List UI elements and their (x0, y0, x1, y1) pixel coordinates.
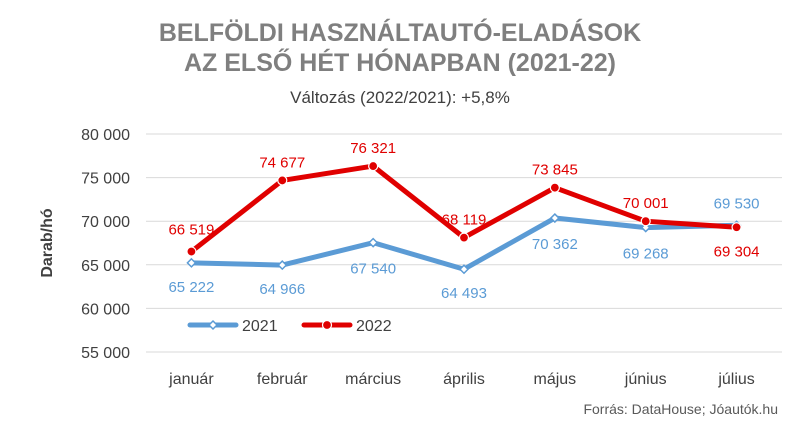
x-tick-label: július (717, 371, 754, 388)
data-point-2022 (640, 216, 651, 227)
data-point-2022 (277, 175, 288, 186)
x-tick-label: március (345, 371, 401, 388)
data-point-2021 (458, 264, 470, 275)
chart-subtitle: Változás (2022/2021): +5,8% (290, 88, 510, 107)
data-label-2021: 64 493 (441, 285, 487, 302)
x-tick-label: június (624, 371, 667, 388)
x-tick-label: május (534, 371, 577, 388)
data-label-2022: 74 677 (259, 154, 305, 171)
data-label-2022: 69 304 (714, 243, 760, 260)
y-axis-label: Darab/hó (39, 208, 56, 278)
data-point-2022 (731, 222, 742, 233)
data-label-2022: 76 321 (350, 140, 396, 157)
data-labels: 65 222 64 966 67 540 64 493 70 362 69 268 69 5… (168, 140, 759, 302)
data-label-2022: 66 519 (168, 222, 214, 239)
y-tick-label: 75 000 (81, 171, 130, 188)
x-tick-label: április (443, 371, 485, 388)
y-tick-label: 80 000 (81, 127, 130, 144)
data-point-2021 (277, 260, 288, 271)
y-tick-label: 60 000 (81, 301, 130, 318)
data-point-2021 (549, 212, 560, 224)
data-point-2022 (549, 182, 560, 193)
x-tick-label: január (168, 371, 214, 388)
data-point-2022 (186, 246, 197, 257)
data-label-2021: 69 268 (623, 246, 669, 263)
data-label-2022: 73 845 (532, 162, 578, 179)
chart-title-line-1: BELFÖLDI HASZNÁLTAUTÓ-ELADÁSOK (158, 19, 642, 47)
y-axis-ticks: 55 000 60 000 65 000 70 000 75 000 80 000 (81, 127, 130, 362)
series-group (186, 160, 742, 275)
data-label-2021: 65 222 (168, 279, 214, 296)
x-axis-ticks: január február március április május június jú… (168, 371, 755, 388)
x-tick-label: február (257, 371, 308, 388)
data-label-2022: 68 119 (442, 212, 487, 229)
data-label-2021: 64 966 (259, 281, 305, 298)
y-tick-label: 65 000 (81, 258, 130, 275)
y-tick-label: 70 000 (81, 214, 130, 231)
legend: 2021 2022 (187, 318, 392, 335)
data-point-2022 (368, 160, 379, 172)
data-point-2022 (458, 232, 470, 243)
data-label-2021: 70 362 (532, 236, 578, 253)
y-tick-label: 55 000 (81, 345, 130, 362)
legend-label-2021: 2021 (242, 318, 278, 335)
source-note: Forrás: DataHouse; Jóautók.hu (583, 401, 778, 417)
data-label-2022: 70 001 (623, 195, 669, 212)
data-label-2021: 67 540 (350, 261, 396, 278)
chart-title-line-2: AZ ELSŐ HÉT HÓNAPBAN (2021-22) (183, 49, 617, 77)
legend-label-2022: 2022 (356, 318, 392, 335)
data-point-2021 (186, 257, 197, 268)
data-label-2021: 69 530 (714, 195, 760, 212)
legend-marker-2022 (321, 319, 333, 331)
legend-marker-2021 (207, 319, 219, 331)
data-point-2021 (368, 237, 379, 248)
